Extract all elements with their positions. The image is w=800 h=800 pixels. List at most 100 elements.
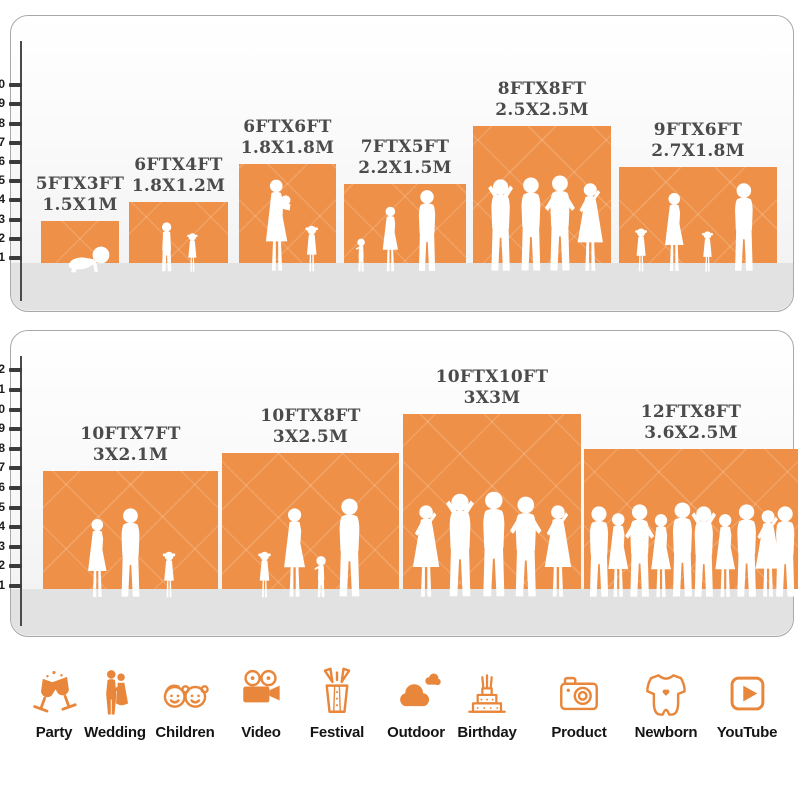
backdrop-size-ft: 10FTX7FT [80,424,181,444]
category-label: Product [551,724,607,741]
ruler-tick [9,102,22,107]
ruler-tick [9,505,22,510]
backdrop-bar-6ftx6ft [239,164,336,272]
category-birthday: Birthday [444,666,530,741]
ruler-tick-label: 1 [0,578,5,592]
backdrop-size-m: 3X2.1M [92,444,169,465]
category-label: Wedding [84,724,146,741]
people-silhouettes [88,508,176,598]
newborn-icon [646,674,686,716]
ruler-tick [9,564,22,569]
backdrop-size-ft: 10FTX8FT [260,406,361,426]
category-label: Party [35,724,73,741]
backdrop-bar-7ftx5ft [344,184,466,272]
ruler-tick-label: 7 [0,460,5,475]
video-icon [243,669,280,703]
backdrop-size-m: 1.5X1M [42,194,118,215]
ruler-tick [9,407,22,412]
ruler-tick [9,584,22,588]
backdrop-size-label: 9FTX6FT 2.7X1.8M [603,120,793,161]
ruler-tick [9,121,22,126]
floor-area [11,263,793,310]
backdrop-bar-5ftx3ft [41,221,119,273]
ruler-tick [9,388,22,392]
category-label: Video [241,724,281,741]
backdrop-size-m: 2.2X1.5M [358,157,452,178]
people-silhouettes [258,498,360,598]
ruler-tick-label: 3 [0,538,5,553]
ruler-tick-label: 5 [0,499,5,514]
panel-small-backdrops: 123456789105FTX3FT1.5X1M6FTX4FT1.8X1.2M6… [0,15,794,312]
backdrop-bar-10ftx7ft [43,471,218,598]
ruler-tick-label: 11 [0,382,5,396]
ruler-tick [9,466,22,471]
backdrop-bar-10ftx8ft [222,453,399,598]
youtube-icon [730,676,765,711]
backdrop-bar-6ftx4ft [129,202,228,272]
backdrop-size-m: 3X2.5M [272,426,349,447]
ruler-tick [9,446,22,451]
ruler-axis-line [20,356,22,626]
ruler-tick-label: 2 [0,558,5,573]
people-silhouettes [355,190,436,272]
ruler-tick-label: 6 [0,154,5,168]
category-label: Birthday [457,724,517,741]
backdrop-size-ft: 10FTX10FT [435,367,549,387]
category-label: YouTube [716,724,778,741]
ruler-tick-label: 6 [0,480,5,494]
ruler-tick [9,198,22,203]
backdrop-bar-10ftx10ft [403,414,581,597]
ruler-tick [9,544,22,549]
backdrop-size-ft: 5FTX3FT [35,174,125,194]
ruler-tick [9,486,22,490]
backdrop-size-ft: 6FTX4FT [134,155,223,175]
category-video: Video [218,666,304,741]
ruler-tick [9,236,22,241]
outdoor-icon [400,673,441,707]
backdrop-size-label: 12FTX8FT 3.6X2.5M [596,402,786,443]
backdrop-size-m: 3X3M [463,387,521,408]
backdrop-size-m: 2.5X2.5M [495,99,589,120]
backdrop-size-ft: 7FTX5FT [360,137,450,157]
product-icon [560,676,598,711]
backdrop-bar-8ftx8ft [473,126,611,271]
backdrop-size-m: 2.7X1.8M [651,140,745,161]
category-label: Children [155,724,215,741]
ruler-tick [9,256,22,260]
ruler-tick [9,368,22,373]
category-youtube: YouTube [704,666,790,741]
backdrop-bar-9ftx6ft [619,167,777,272]
backdrop-size-m: 1.8X1.8M [240,137,335,158]
category-party: Party [11,666,97,741]
ruler-tick [9,160,22,164]
backdrop-size-m: 3.6X2.5M [644,422,738,443]
ruler-tick [9,140,22,145]
backdrop-size-label: 7FTX5FT 2.2X1.5M [310,137,500,178]
ruler-tick-label: 4 [0,519,5,534]
category-newborn: Newborn [623,666,709,741]
people-silhouettes [68,246,110,273]
ruler-tick-label: 10 [0,77,5,92]
backdrop-size-label: 5FTX3FT 1.5X1M [0,174,175,215]
people-silhouettes [162,222,198,272]
category-outdoor: Outdoor [373,666,459,741]
ruler-tick-label: 9 [0,421,5,436]
ruler-tick [9,179,22,184]
backdrop-size-label: 10FTX8FT 3X2.5M [216,406,406,447]
ruler-tick-label: 12 [0,362,5,377]
people-silhouettes [635,183,753,272]
ruler-tick-label: 9 [0,96,5,111]
ruler-tick-label: 5 [0,173,5,188]
ruler-tick [9,427,22,432]
backdrop-size-label: 10FTX7FT 3X2.1M [36,424,226,465]
birthday-icon [468,674,506,713]
backdrop-size-label: 6FTX4FT 1.8X1.2M [84,155,274,196]
backdrop-size-ft: 6FTX6FT [243,117,332,137]
ruler-axis-line [20,41,22,301]
category-product: Product [536,666,622,741]
category-festival: Festival [294,666,380,741]
festival-icon [323,667,351,713]
backdrop-size-ft: 12FTX8FT [640,402,742,422]
ruler-tick-label: 1 [0,250,5,264]
